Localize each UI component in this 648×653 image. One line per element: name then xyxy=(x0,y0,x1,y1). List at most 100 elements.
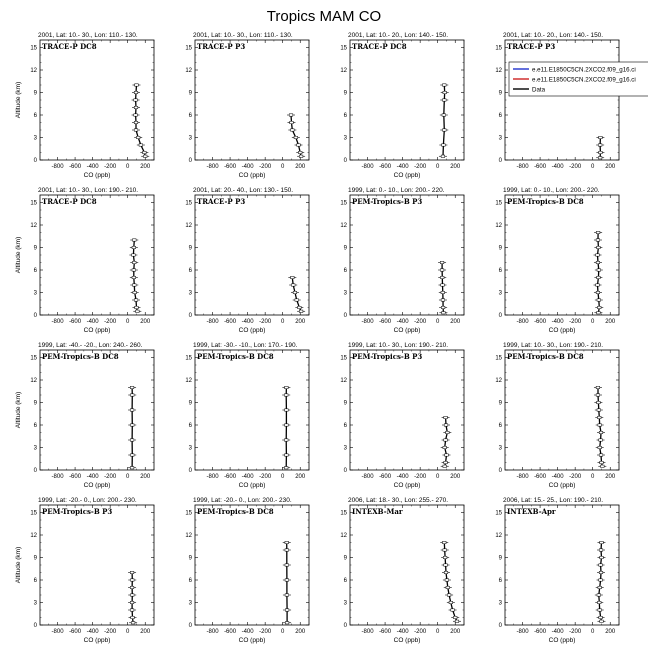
campaign-label: INTEXB-Mar xyxy=(352,507,403,516)
data-point xyxy=(599,431,603,433)
y-tick-label: 9 xyxy=(499,556,503,562)
data-point xyxy=(134,106,138,108)
data-point xyxy=(135,84,139,86)
x-tick-label: -800 xyxy=(52,629,65,635)
x-tick-label: -800 xyxy=(207,319,220,325)
campaign-label: TRACE-P DC8 xyxy=(42,42,97,51)
data-point xyxy=(132,239,136,241)
data-point xyxy=(132,261,136,263)
y-tick-label: 15 xyxy=(340,511,347,517)
data-point xyxy=(134,129,138,131)
data-point xyxy=(596,254,600,256)
plot-frame xyxy=(350,350,464,470)
plot-frame xyxy=(40,505,154,625)
panel-title: 2001, Lat: 20.- 40., Lon: 130.- 150. xyxy=(193,187,293,194)
x-tick-label: -800 xyxy=(207,474,220,480)
data-point xyxy=(134,299,138,301)
data-point xyxy=(443,465,447,467)
y-tick-label: 9 xyxy=(499,246,503,252)
y-tick-label: 9 xyxy=(499,91,503,97)
data-point xyxy=(130,594,134,596)
x-tick-label: -200 xyxy=(259,474,272,480)
data-point xyxy=(297,144,301,146)
y-tick-label: 9 xyxy=(189,556,193,562)
y-tick-label: 9 xyxy=(189,246,193,252)
x-tick-label: -200 xyxy=(569,319,582,325)
campaign-label: TRACE-P P3 xyxy=(197,42,245,51)
y-axis-label: Altitude (km) xyxy=(15,82,22,118)
data-point xyxy=(136,310,140,312)
x-axis-label: CO (ppb) xyxy=(239,482,266,489)
data-point xyxy=(597,306,601,308)
data-point xyxy=(599,439,603,441)
x-tick-label: -400 xyxy=(242,164,255,170)
x-tick-label: -800 xyxy=(517,629,530,635)
data-point xyxy=(598,609,602,611)
data-point xyxy=(442,144,446,146)
x-tick-label: -400 xyxy=(397,474,410,480)
data-point xyxy=(601,465,605,467)
y-tick-label: 0 xyxy=(499,158,503,164)
data-point xyxy=(444,571,448,573)
x-tick-label: -600 xyxy=(379,629,392,635)
data-point xyxy=(597,401,601,403)
data-point xyxy=(130,424,134,426)
y-tick-label: 15 xyxy=(30,356,37,362)
y-tick-label: 15 xyxy=(185,201,192,207)
data-point xyxy=(285,409,289,411)
x-tick-label: -600 xyxy=(69,319,82,325)
data-point xyxy=(444,416,448,418)
x-tick-label: -800 xyxy=(52,164,65,170)
panel: 1999, Lat: 0.- 10., Lon: 200.- 220.PEM-T… xyxy=(495,187,619,334)
panel-title: 2006, Lat: 15.- 25., Lon: 190.- 210. xyxy=(503,497,603,504)
x-tick-label: -400 xyxy=(397,319,410,325)
x-tick-label: -400 xyxy=(242,629,255,635)
data-point xyxy=(134,121,138,123)
panel-title: 1999, Lat: -30.- -10., Lon: 170.- 190. xyxy=(193,342,298,349)
y-tick-label: 0 xyxy=(499,623,503,629)
data-point xyxy=(445,579,449,581)
y-tick-label: 15 xyxy=(495,356,502,362)
plot-frame xyxy=(505,40,619,160)
data-point xyxy=(285,622,289,624)
y-tick-label: 3 xyxy=(34,291,38,297)
x-axis-label: CO (ppb) xyxy=(394,172,421,179)
data-point xyxy=(130,454,134,456)
campaign-label: PEM-Tropics-B DC8 xyxy=(197,352,274,361)
panel: 2001, Lat: 10.- 30., Lon: 110.- 130.TRAC… xyxy=(15,32,154,179)
panel: 1999, Lat: -20.- 0., Lon: 200.- 230.PEM-… xyxy=(185,497,309,644)
campaign-label: PEM-Tropics-B DC8 xyxy=(507,352,584,361)
x-tick-label: 0 xyxy=(591,629,595,635)
data-point xyxy=(447,594,451,596)
data-point xyxy=(285,541,289,543)
y-tick-label: 9 xyxy=(34,556,38,562)
y-axis-label: Altitude (km) xyxy=(15,392,22,428)
y-tick-label: 15 xyxy=(185,511,192,517)
data-point xyxy=(131,622,135,624)
data-point xyxy=(441,284,445,286)
y-tick-label: 12 xyxy=(495,223,502,229)
x-tick-label: -600 xyxy=(534,474,547,480)
campaign-label: INTEXB-Apr xyxy=(507,507,556,516)
y-tick-label: 12 xyxy=(185,223,192,229)
y-tick-label: 3 xyxy=(499,601,503,607)
y-tick-label: 12 xyxy=(185,378,192,384)
data-point xyxy=(132,269,136,271)
campaign-label: TRACE-P DC8 xyxy=(352,42,407,51)
x-tick-label: 0 xyxy=(281,319,285,325)
data-point xyxy=(598,424,602,426)
panel: 2001, Lat: 20.- 40., Lon: 130.- 150.TRAC… xyxy=(185,187,309,334)
x-axis-label: CO (ppb) xyxy=(549,482,576,489)
data-point xyxy=(130,579,134,581)
data-point xyxy=(597,246,601,248)
data-point xyxy=(598,446,602,448)
data-point xyxy=(443,556,447,558)
x-tick-label: 0 xyxy=(126,629,130,635)
data-point xyxy=(440,261,444,263)
data-point xyxy=(598,586,602,588)
data-point xyxy=(134,91,138,93)
y-tick-label: 6 xyxy=(499,268,503,274)
y-tick-label: 12 xyxy=(340,533,347,539)
y-tick-label: 6 xyxy=(344,578,348,584)
data-point xyxy=(132,284,136,286)
